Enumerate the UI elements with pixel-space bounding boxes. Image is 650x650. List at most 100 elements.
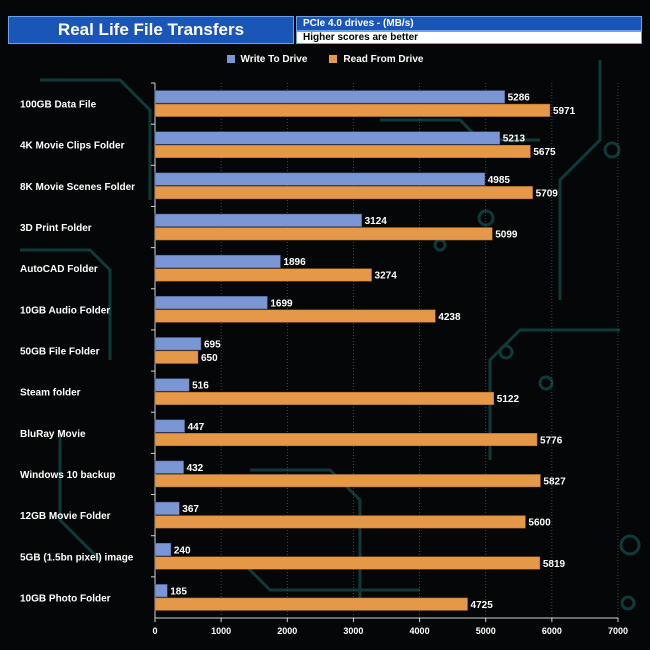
- legend-label-write: Write To Drive: [240, 53, 308, 65]
- data-label-write: 1896: [283, 257, 306, 268]
- x-tick-label: 5000: [476, 626, 496, 636]
- category-label: BluRay Movie: [20, 429, 86, 440]
- circuit-node-6: [433, 238, 447, 252]
- x-tick-label: 7000: [608, 626, 628, 636]
- bar-write: [154, 584, 168, 598]
- bar-write: [154, 296, 268, 310]
- circuit-node-2: [603, 141, 621, 159]
- circuit-node-1: [620, 595, 636, 611]
- legend-swatch-read: [329, 55, 338, 63]
- data-label-write: 240: [174, 545, 191, 556]
- bar-write: [154, 90, 505, 104]
- data-label-read: 3274: [375, 271, 398, 282]
- bar-write: [154, 501, 180, 515]
- bar-read: [154, 433, 538, 447]
- bar-write: [154, 460, 184, 474]
- circuit-trace-0: [40, 78, 152, 200]
- data-label-read: 5971: [553, 106, 576, 117]
- chart-legend: Write To Drive Read From Drive: [0, 51, 650, 67]
- chart-labels: 5286 5971 100GB Data File 5213 5675 4K Movie …: [20, 93, 576, 611]
- circuit-trace-7: [380, 118, 540, 142]
- bar-read: [154, 515, 526, 529]
- category-label: 3D Print Folder: [20, 223, 92, 234]
- bar-write: [154, 172, 485, 186]
- legend-label-read: Read From Drive: [343, 53, 424, 65]
- category-label: 100GB Data File: [20, 100, 97, 111]
- chart-bars: [154, 90, 551, 611]
- circuit-trace-6: [58, 430, 102, 562]
- bar-read: [154, 103, 551, 117]
- bar-read: [154, 144, 531, 158]
- data-label-read: 5099: [495, 230, 518, 241]
- category-label: 8K Movie Scenes Folder: [20, 182, 135, 193]
- circuit-trace-3: [250, 468, 362, 600]
- chart-note: Higher scores are better: [296, 31, 642, 44]
- bar-read: [154, 268, 372, 282]
- bar-read: [154, 391, 495, 405]
- data-label-write: 432: [187, 463, 204, 474]
- data-label-read: 5675: [533, 147, 556, 158]
- bar-write: [154, 254, 281, 268]
- data-label-read: 5776: [540, 435, 563, 446]
- x-tick-label: 4000: [410, 626, 430, 636]
- data-label-read: 4238: [438, 312, 461, 323]
- legend-item-read: Read From Drive: [329, 51, 423, 67]
- data-label-read: 5709: [536, 188, 559, 199]
- x-tick-label: 0: [152, 626, 157, 636]
- chart-gridlines: 0 1000 2000 3000 4000 5000 6000 7000: [151, 82, 628, 636]
- x-tick-label: 3000: [343, 626, 363, 636]
- bar-write: [154, 378, 190, 392]
- circuit-trace-2: [20, 248, 112, 360]
- x-tick-label: 1000: [211, 626, 231, 636]
- category-label: 12GB Movie Folder: [20, 511, 111, 522]
- data-label-write: 367: [182, 504, 199, 515]
- bar-write: [154, 131, 501, 145]
- chart-subtitle: PCIe 4.0 drives - (MB/s): [296, 16, 642, 31]
- data-label-write: 516: [192, 381, 209, 392]
- data-label-write: 3124: [365, 216, 388, 227]
- legend-swatch-write: [226, 55, 235, 63]
- data-label-read: 650: [201, 353, 218, 364]
- bar-read: [154, 556, 541, 570]
- circuit-node-0: [619, 534, 641, 556]
- category-label: AutoCAD Folder: [20, 264, 98, 275]
- category-label: 50GB File Folder: [20, 347, 100, 358]
- bar-write: [154, 419, 185, 433]
- circuit-node-5: [538, 375, 554, 391]
- x-tick-label: 6000: [542, 626, 562, 636]
- data-label-write: 4985: [488, 175, 511, 186]
- circuit-trace-1: [558, 60, 602, 300]
- category-label: 4K Movie Clips Folder: [20, 141, 125, 152]
- data-label-read: 5819: [543, 559, 566, 570]
- bar-read: [154, 309, 436, 323]
- bar-read: [154, 474, 541, 488]
- bar-write: [154, 337, 202, 351]
- data-label-write: 447: [188, 422, 205, 433]
- chart-title: Real Life File Transfers: [8, 16, 294, 44]
- data-label-write: 1699: [270, 298, 293, 309]
- data-label-write: 185: [170, 586, 187, 597]
- bar-read: [154, 350, 199, 364]
- data-label-read: 5600: [528, 518, 551, 529]
- data-label-write: 5286: [508, 93, 531, 104]
- bar-write: [154, 213, 362, 227]
- bar-read: [154, 186, 533, 200]
- data-label-read: 5827: [543, 476, 566, 487]
- data-label-write: 5213: [503, 134, 526, 145]
- category-label: 10GB Photo Folder: [20, 593, 111, 604]
- data-label-write: 695: [204, 340, 221, 351]
- category-label: Steam folder: [20, 388, 81, 399]
- category-label: 5GB (1.5bn pixel) image: [20, 552, 134, 563]
- x-tick-label: 2000: [277, 626, 297, 636]
- bar-read: [154, 227, 493, 241]
- category-label: 10GB Audio Folder: [20, 305, 110, 316]
- data-label-read: 5122: [497, 394, 520, 405]
- legend-item-write: Write To Drive: [226, 51, 308, 67]
- data-label-read: 4725: [471, 600, 494, 611]
- category-label: Windows 10 backup: [20, 470, 115, 481]
- bar-write: [154, 543, 172, 557]
- circuit-node-4: [498, 344, 514, 360]
- bar-read: [154, 597, 468, 611]
